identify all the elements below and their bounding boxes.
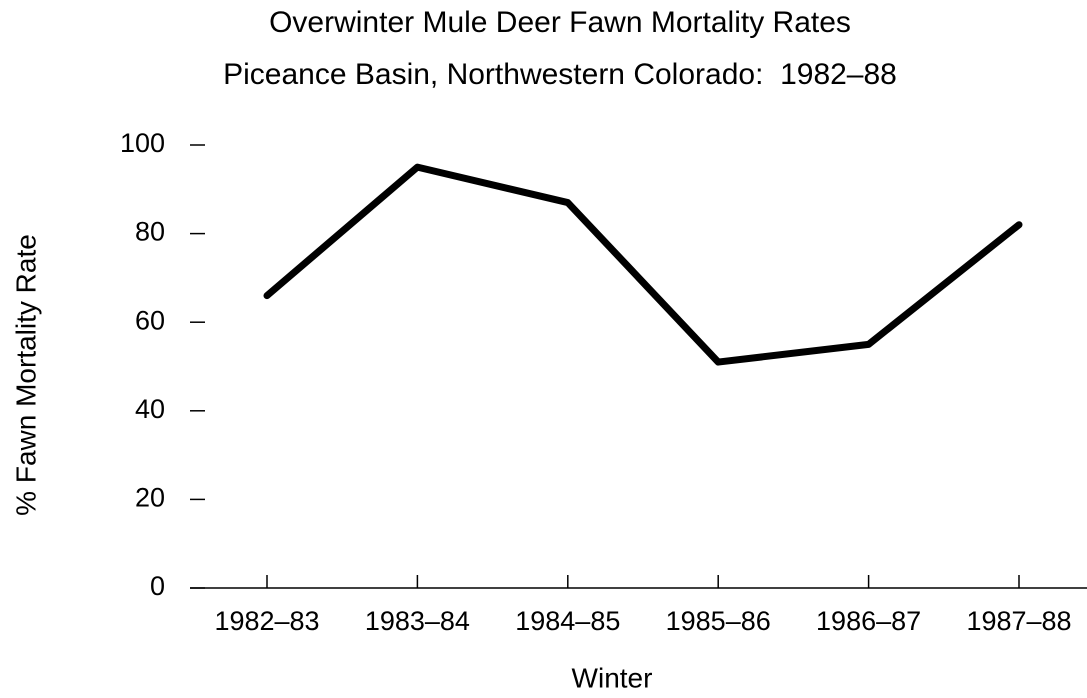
y-axis-label: % Fawn Mortality Rate [10,234,41,516]
y-tick-label: 80 [135,217,165,247]
chart-subtitle: Piceance Basin, Northwestern Colorado: 1… [223,58,897,91]
data-line [263,163,1023,366]
x-tick-label: 1982–83 [214,606,319,636]
x-tick-label: 1985–86 [666,606,771,636]
chart-title: Overwinter Mule Deer Fawn Mortality Rate… [269,6,851,39]
y-tick-label: 40 [135,394,165,424]
y-tick-label: 60 [135,305,165,335]
y-tick-label: 0 [150,571,165,601]
x-tick-label: 1983–84 [365,606,470,636]
y-tick-label: 100 [120,128,165,158]
x-tick-label: 1986–87 [816,606,921,636]
x-axis-label: Winter [572,662,653,693]
x-tick-label: 1987–88 [966,606,1071,636]
y-tick-label: 20 [135,483,165,513]
x-tick-label: 1984–85 [515,606,620,636]
